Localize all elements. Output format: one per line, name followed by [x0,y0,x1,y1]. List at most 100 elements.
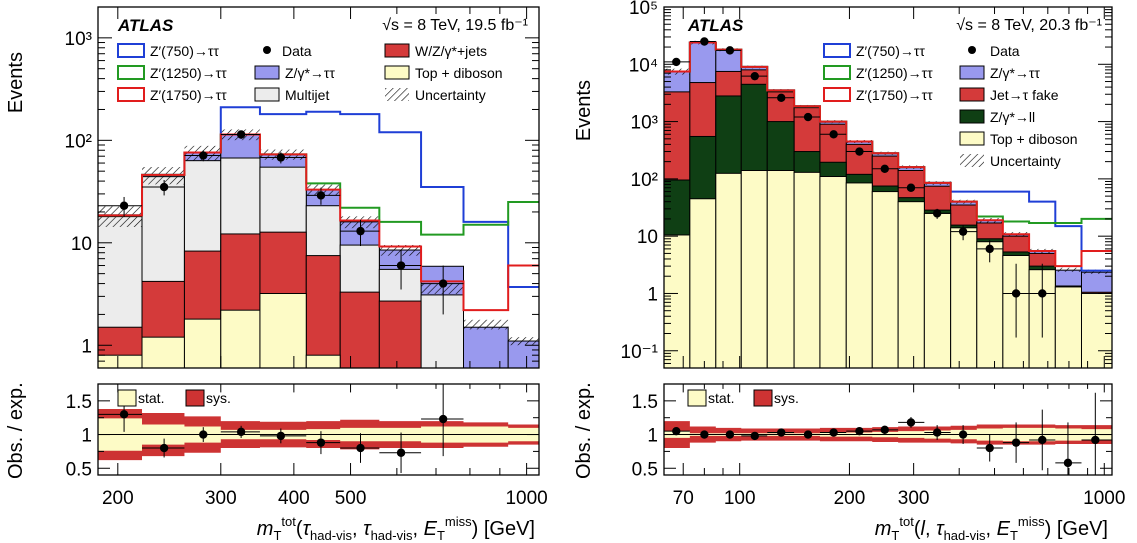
left-uncertainty-bin-10 [508,337,539,346]
left-data-point-4 [276,153,286,162]
left-stack-top-diboson-bin-2 [183,318,222,368]
left-stack-top-diboson-bin-3 [220,309,261,368]
right-ratio-point-7 [855,426,864,436]
left-ratio-legend-sys-swatch [185,389,205,407]
right-data-point-6 [829,130,838,139]
right-y-tick-label-1: 1 [647,284,658,305]
legend-swatch-z1750 [117,87,145,102]
left-main-ticks: 1 10 10² 10³ [65,6,539,369]
left-ratio-point-3 [236,427,246,437]
legend-entry-z1250-right: Z′(1250)→ττ [823,65,933,81]
right-x-tick-label-70: 70 [673,488,694,509]
right-ratio-tick-label-2: 1.5 [632,392,658,413]
legend-label-ztautau-right: Z/γ*→ττ [990,65,1040,81]
legend-swatch-z1750-right [823,87,851,102]
left-data-point-3 [236,130,246,139]
right-x-tick-label-100: 100 [724,488,756,509]
right-ratio-legend: stat. sys. [687,389,799,407]
right-ratio-point-8 [880,425,889,435]
left-stack-top-diboson-bin-1 [141,336,185,368]
left-x-tick-label-500: 500 [335,488,367,509]
right-y-axis-title: Events [573,80,595,141]
right-main-marks [664,37,1112,368]
left-ratio-tick-label-1: 1 [81,426,92,447]
legend-label-z750: Z′(750)→ττ [150,43,219,59]
left-ratio-legend-stat: stat. [138,390,164,406]
legend-swatch-z1250 [117,65,145,80]
right-ratio-tick-label-0: 0.5 [632,459,658,480]
legend-entry-z1750-right: Z′(1750)→ττ [823,87,933,103]
legend-entry-data: Data [263,43,312,59]
left-uncertainty-bin-9 [463,319,509,330]
left-data-point-7 [396,261,406,270]
legend-entry-ztautau: Z/γ*→ττ [254,65,335,81]
right-data-point-9 [906,183,916,192]
right-ratio-point-14 [1038,435,1047,445]
legend-entry-top-diboson-right: Top + diboson [959,131,1078,147]
right-data-point-4 [777,93,786,103]
right-ratio-legend-sys: sys. [774,390,799,406]
legend-entry-ztautau-right: Z/γ*→ττ [959,65,1040,81]
right-ratio-point-0 [672,426,681,436]
right-ratio-legend-sys-swatch [753,389,773,407]
legend-entry-z750-right: Z′(750)→ττ [823,43,925,59]
legend-entry-wz-jets: W/Z/γ*+jets [384,43,487,59]
right-ratio-point-9 [906,418,916,427]
left-y-tick-label-1: 10 [71,234,92,255]
left-stack-w-z-jets-bin-7 [378,300,422,368]
legend-label-z1750-right: Z′(1750)→ττ [856,87,933,103]
right-ratio-tick-label-1: 1 [647,426,658,447]
right-stack-top-diboson-bin-1 [689,198,717,368]
legend-swatch-top-diboson-right [959,131,985,146]
right-stack-top-diboson-bin-6 [819,176,847,368]
right-main-ticks: 10⁻¹ 1 10 10² 10³ 10⁴ 10⁵ [621,0,1112,369]
right-stack-top-diboson-bin-3 [740,170,768,368]
right-ratio-point-11 [958,430,968,439]
legend-entry-jet-fake: Jet→τ fake [959,87,1059,103]
left-y-tick-label-2: 10² [65,131,92,152]
left-y-tick-label-0: 1 [81,336,92,357]
right-x-tick-label-200: 200 [834,488,866,509]
right-y-tick-label-4: 10³ [631,113,658,134]
left-stack-w-z-jets-bin-6 [339,291,380,368]
right-ratio-point-3 [750,431,759,441]
left-uncertainty-bin-8 [421,283,464,294]
right-x-axis-title: mTtot(l, τhad-vis, ETmiss) [GeV] [875,514,1108,543]
right-uncertainty-bin-16 [1081,269,1112,274]
legend-swatch-wz-jets [384,43,410,58]
right-y-tick-label-5: 10⁴ [629,55,658,76]
right-ratio-point-5 [803,430,813,439]
left-ratio-legend: stat. sys. [117,389,231,407]
right-x-tick-label-300: 300 [898,488,930,509]
legend-label-ztautau: Z/γ*→ττ [285,65,335,81]
legend-label-multijet: Multijet [285,87,329,103]
right-y-tick-label-2: 10 [637,227,658,248]
legend-label-wz-jets: W/Z/γ*+jets [415,43,487,59]
left-ratio-point-7 [396,448,406,457]
legend-swatch-uncertainty [385,88,409,101]
left-data-point-0 [119,201,129,210]
legend-label-z1750: Z′(1750)→ττ [150,87,227,103]
left-panel: 1 10 10² 10³ Events ATLAS √s = 8 TeV, 19.5 … [5,6,548,543]
left-ratio-point-2 [199,430,208,439]
legend-swatch-ztautau-right [959,65,985,80]
left-data-point-6 [356,226,365,236]
legend-entry-z1250: Z′(1250)→ττ [117,65,227,81]
right-stack-top-diboson-bin-16 [1080,292,1112,368]
legend-label-top-diboson: Top + diboson [415,65,503,81]
left-x-tick-label-400: 400 [278,488,310,509]
left-main-frame [97,6,540,369]
right-data-point-8 [880,164,889,173]
left-uncertainty-bin-0 [98,206,143,227]
left-x-tick-label-1000: 1000 [505,488,547,509]
left-y-tick-label-3: 10³ [65,29,92,50]
legend-entry-data-right: Data [968,43,1020,59]
legend-label-top-diboson-right: Top + diboson [990,131,1078,147]
right-ratio-y-title: Obs. / exp. [573,382,595,479]
legend-label-jet-fake: Jet→τ fake [990,87,1059,103]
right-x-tick-label-1000: 1000 [1083,488,1125,509]
legend-entry-multijet: Multijet [254,87,329,103]
legend-label-data: Data [282,43,312,59]
left-signal-z1750-line [98,133,539,312]
